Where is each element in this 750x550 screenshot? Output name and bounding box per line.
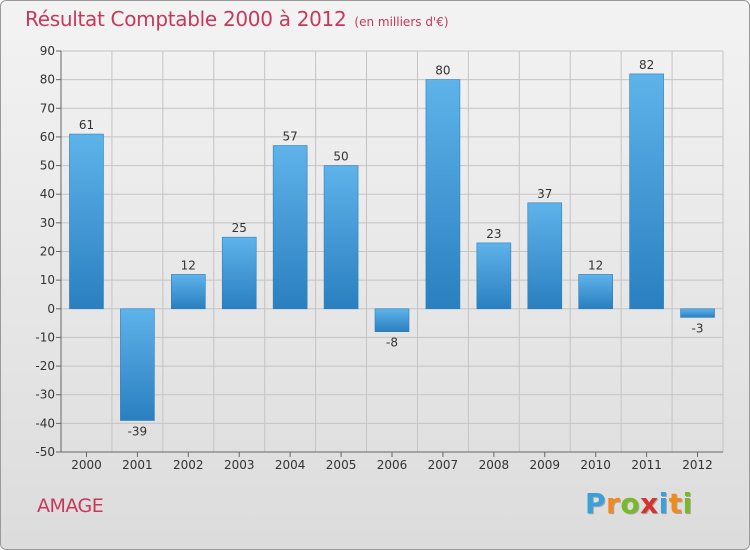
bar [476,242,512,310]
data-label: 57 [283,130,298,144]
y-tick-label: -50 [35,445,55,459]
logo-letter: r [606,487,621,520]
data-label: 23 [486,227,501,241]
bar [120,308,155,421]
logo-letter: i [682,487,693,520]
x-tick-label: 2003 [224,458,255,472]
x-tick-label: 2007 [428,458,459,472]
chart-title: Résultat Comptable 2000 à 2012 (en millie… [25,7,449,31]
bar [629,73,664,310]
bar [425,79,461,310]
data-label: -39 [128,424,148,438]
data-label: 37 [537,187,552,201]
x-tick-label: 2000 [71,458,102,472]
y-tick-label: 10 [40,273,55,287]
data-label: 25 [232,221,247,235]
subtitle-text: (en milliers d'€) [354,15,449,29]
x-tick-label: 2009 [529,458,560,472]
logo-letter: P [585,487,607,520]
x-tick-label: 2008 [479,458,510,472]
x-tick-label: 2004 [275,458,306,472]
x-tick-label: 2001 [122,458,153,472]
logo-letter: t [668,487,683,520]
y-tick-label: -10 [35,330,55,344]
bar [323,165,359,310]
bar [527,202,563,310]
y-tick-label: -30 [35,388,55,402]
bar [680,308,715,318]
y-tick-label: 90 [40,44,55,58]
y-tick-label: 20 [40,245,55,259]
bars [69,73,715,421]
y-tick-label: 60 [40,130,55,144]
y-tick-label: 80 [40,73,55,87]
bar [272,145,308,310]
y-tick-label: -20 [35,359,55,373]
x-tick-label: 2012 [682,458,713,472]
data-label: 12 [588,258,603,272]
bar [578,274,613,310]
logo-letter: i [658,487,669,520]
x-tick-label: 2006 [377,458,408,472]
logo-letter: o [620,487,641,520]
data-label: 12 [181,258,196,272]
data-label: 80 [435,64,450,78]
title-text: Résultat Comptable 2000 à 2012 [25,7,347,31]
data-label: -3 [692,321,704,335]
x-tick-label: 2005 [326,458,357,472]
x-tick-label: 2002 [173,458,204,472]
y-tick-label: 0 [47,302,55,316]
y-tick-label: -40 [35,416,55,430]
data-label: 61 [79,118,94,132]
data-label: -8 [386,336,398,350]
proxiti-logo: Proxiti [585,487,693,520]
data-label: 82 [639,58,654,72]
grid-lines [60,50,724,453]
data-label: 50 [333,150,348,164]
y-tick-label: 50 [40,159,55,173]
bar [374,308,410,332]
y-tick-label: 40 [40,187,55,201]
data-labels: 61 -39 12 25 57 50 -8 80 23 37 12 82 -3 [79,58,704,439]
bar [221,236,257,310]
bar [69,133,104,310]
logo-letter: x [640,487,659,520]
x-tick-label: 2010 [580,458,611,472]
y-tick-label: 30 [40,216,55,230]
x-tick-label: 2011 [631,458,662,472]
y-tick-label: 70 [40,101,55,115]
bar [171,274,206,310]
commune-name: AMAGE [37,495,104,517]
